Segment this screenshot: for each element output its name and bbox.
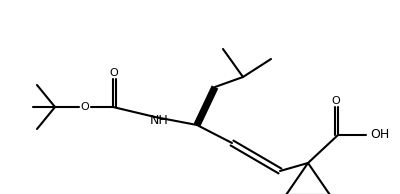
Text: O: O: [110, 68, 118, 78]
Text: O: O: [332, 96, 340, 106]
Text: O: O: [81, 102, 89, 112]
Text: NH: NH: [150, 114, 168, 127]
Text: OH: OH: [370, 128, 390, 141]
